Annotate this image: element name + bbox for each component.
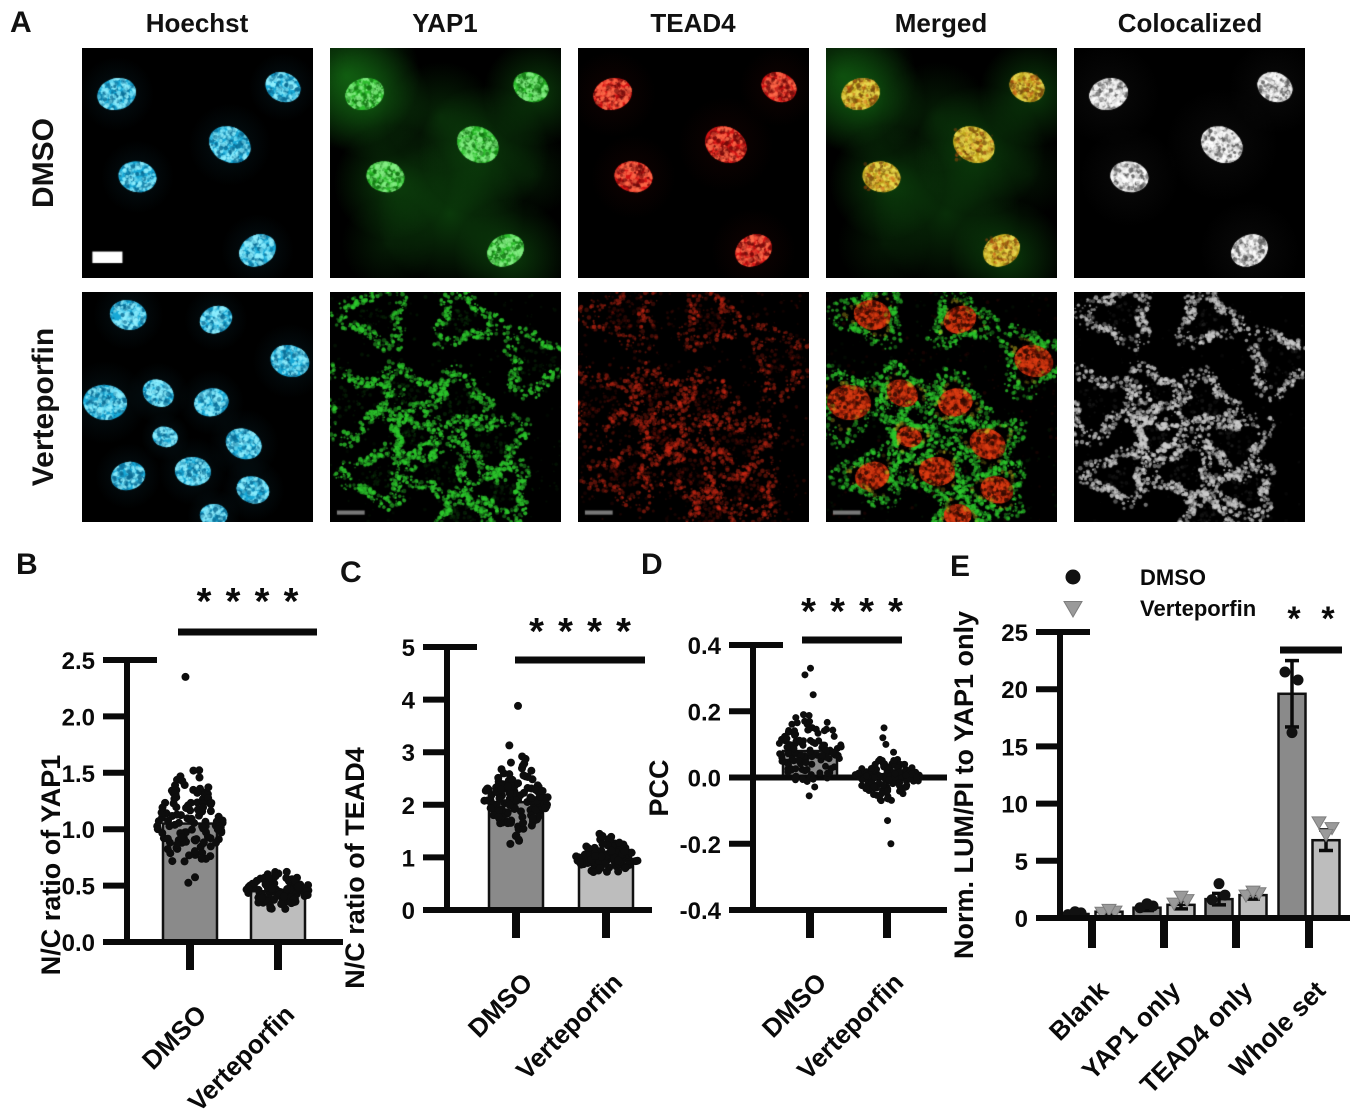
svg-text:2.5: 2.5: [62, 648, 95, 675]
svg-text:Verteporfin: Verteporfin: [182, 999, 300, 1110]
column-title-hoechst: Hoechst: [145, 8, 249, 38]
panel-letter-a: A: [10, 6, 32, 39]
panel-letter-c: C: [340, 556, 362, 589]
svg-text:*: *: [616, 611, 631, 653]
panel-letter-d: D: [641, 548, 663, 581]
svg-text:*: *: [801, 591, 816, 633]
svg-text:0.0: 0.0: [62, 930, 95, 957]
svg-text:DMSO: DMSO: [136, 999, 212, 1075]
svg-text:4: 4: [402, 688, 416, 715]
micrograph-dmso-merged: [826, 48, 1057, 278]
svg-text:*: *: [284, 581, 299, 623]
svg-text:0.0: 0.0: [688, 766, 721, 793]
svg-text:YAP1 only: YAP1 only: [1076, 975, 1187, 1086]
micrograph-verteporfin-yap1: [330, 292, 561, 522]
svg-text:5: 5: [402, 635, 415, 662]
svg-text:Whole set: Whole set: [1223, 975, 1331, 1083]
svg-text:25: 25: [1001, 620, 1028, 647]
svg-text:2.0: 2.0: [62, 704, 95, 731]
micrograph-dmso-yap1: [330, 48, 561, 278]
column-title-yap1: YAP1: [412, 8, 478, 38]
svg-text:DMSO: DMSO: [462, 967, 538, 1043]
svg-text:*: *: [529, 611, 544, 653]
svg-text:0.4: 0.4: [688, 633, 722, 660]
svg-text:1.0: 1.0: [62, 817, 95, 844]
svg-text:0: 0: [402, 898, 415, 925]
svg-text:5: 5: [1015, 849, 1028, 876]
svg-text:1: 1: [402, 845, 415, 872]
svg-text:2: 2: [402, 793, 415, 820]
svg-text:20: 20: [1001, 677, 1028, 704]
column-title-tead4: TEAD4: [650, 8, 736, 38]
micrograph-verteporfin-tead4: [578, 292, 809, 522]
svg-text:0.5: 0.5: [62, 874, 95, 901]
row-label-dmso: DMSO: [27, 118, 60, 208]
svg-text:*: *: [255, 581, 270, 623]
svg-text:TEAD4 only: TEAD4 only: [1134, 975, 1259, 1100]
micrograph-dmso-tead4: [578, 48, 809, 278]
column-title-colocalized: Colocalized: [1117, 8, 1263, 38]
svg-text:N/C ratio of YAP1: N/C ratio of YAP1: [36, 755, 66, 976]
svg-text:*: *: [1321, 600, 1335, 638]
micrograph-verteporfin-hoechst: [82, 292, 313, 522]
row-label-verteporfin: Verteporfin: [27, 327, 60, 487]
svg-text:DMSO: DMSO: [756, 967, 832, 1043]
svg-text:*: *: [859, 591, 874, 633]
svg-text:*: *: [558, 611, 573, 653]
svg-text:-0.4: -0.4: [680, 898, 722, 925]
svg-text:0.2: 0.2: [688, 699, 721, 726]
svg-text:*: *: [226, 581, 241, 623]
svg-text:*: *: [197, 581, 212, 623]
svg-text:PCC: PCC: [644, 759, 674, 816]
micrograph-verteporfin-merged: [826, 292, 1057, 522]
svg-text:Verteporfin: Verteporfin: [1140, 596, 1256, 621]
svg-text:0: 0: [1015, 906, 1028, 933]
svg-text:*: *: [888, 591, 903, 633]
micrograph-dmso-hoechst: [82, 48, 313, 278]
svg-text:Norm. LUM/PI to YAP1 only: Norm. LUM/PI to YAP1 only: [949, 611, 979, 959]
micrograph-dmso-colocalized: [1074, 48, 1305, 278]
svg-text:N/C ratio of TEAD4: N/C ratio of TEAD4: [340, 747, 370, 989]
svg-text:1.5: 1.5: [62, 761, 95, 788]
svg-text:*: *: [587, 611, 602, 653]
micrograph-verteporfin-colocalized: [1074, 292, 1305, 522]
svg-text:Verteporfin: Verteporfin: [510, 967, 628, 1085]
svg-text:Verteporfin: Verteporfin: [791, 967, 909, 1085]
panel-letter-b: B: [16, 548, 38, 581]
panel-letter-e: E: [950, 550, 971, 583]
svg-text:DMSO: DMSO: [1140, 565, 1206, 590]
svg-text:Blank: Blank: [1043, 975, 1115, 1047]
svg-text:3: 3: [402, 740, 415, 767]
svg-text:*: *: [830, 591, 845, 633]
column-title-merged: Merged: [894, 8, 988, 38]
svg-text:15: 15: [1001, 734, 1028, 761]
svg-text:*: *: [1287, 600, 1301, 638]
svg-text:10: 10: [1001, 792, 1028, 819]
svg-text:-0.2: -0.2: [680, 832, 721, 859]
